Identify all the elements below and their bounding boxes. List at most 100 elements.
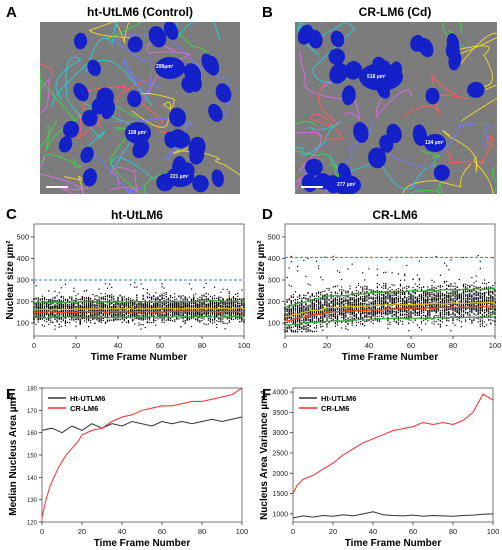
data-point: [48, 323, 50, 325]
data-point: [159, 295, 161, 297]
data-point: [157, 303, 159, 305]
cell-track: [40, 156, 95, 194]
data-point: [324, 315, 326, 317]
data-point: [203, 316, 205, 318]
data-point: [178, 311, 180, 313]
data-point: [188, 318, 190, 321]
data-point: [96, 300, 98, 302]
data-point: [174, 311, 176, 313]
data-point: [92, 302, 94, 304]
data-point: [182, 317, 184, 319]
data-point: [243, 321, 245, 324]
area-annotation-b1: 518 µm²: [367, 74, 386, 80]
data-point: [165, 296, 167, 298]
cell-track: [295, 131, 322, 172]
y-axis-label: Nuclear size µm²: [5, 240, 16, 320]
data-point: [182, 313, 184, 315]
data-point: [326, 300, 328, 302]
data-point: [148, 312, 151, 314]
cell-track: [109, 125, 173, 194]
data-point: [230, 312, 232, 314]
data-point: [155, 309, 157, 311]
data-point: [320, 325, 322, 328]
data-point: [33, 304, 35, 306]
data-point: [161, 314, 163, 316]
data-point: [100, 319, 102, 321]
data-point: [37, 297, 39, 299]
data-point: [104, 304, 106, 307]
data-point: [75, 318, 77, 320]
cell-track: [297, 22, 356, 56]
data-point: [142, 305, 144, 307]
data-point: [138, 310, 140, 312]
data-point: [69, 322, 71, 324]
data-point: [109, 314, 111, 316]
data-point: [113, 305, 115, 307]
data-point: [48, 299, 50, 301]
data-point: [332, 305, 334, 307]
data-point: [290, 329, 292, 331]
area-annotation-a3: 221 µm²: [170, 174, 189, 180]
data-point: [216, 301, 218, 303]
data-point: [222, 318, 224, 320]
data-point: [125, 298, 127, 300]
data-point: [193, 305, 195, 307]
data-point: [307, 257, 309, 260]
data-point: [142, 310, 144, 312]
data-point: [190, 313, 193, 315]
data-point: [207, 304, 209, 306]
data-point: [322, 294, 324, 296]
data-point: [159, 294, 161, 296]
data-point: [288, 310, 290, 312]
data-point: [311, 300, 313, 302]
data-point: [48, 290, 50, 292]
data-point: [153, 295, 155, 297]
data-point: [315, 260, 318, 262]
data-point: [190, 317, 193, 319]
data-point: [336, 285, 339, 287]
data-point: [303, 309, 305, 311]
nucleus: [58, 136, 73, 153]
nucleus: [81, 109, 98, 127]
data-point: [67, 312, 69, 314]
data-point: [77, 314, 79, 316]
data-point: [299, 324, 301, 326]
data-point: [334, 292, 336, 294]
data-point: [46, 305, 48, 308]
data-point: [309, 312, 311, 314]
data-point: [172, 306, 174, 308]
data-point: [85, 304, 88, 306]
data-point: [241, 320, 243, 322]
data-point: [33, 314, 35, 316]
nucleus: [125, 122, 151, 144]
data-point: [180, 307, 182, 309]
data-point: [102, 305, 104, 308]
data-point: [96, 305, 98, 307]
data-point: [203, 305, 205, 308]
cell-track: [109, 166, 138, 194]
data-point: [79, 322, 81, 324]
data-point: [176, 318, 178, 320]
data-point: [121, 297, 123, 299]
data-point: [119, 294, 121, 296]
data-point: [241, 302, 243, 305]
nucleus: [425, 87, 440, 105]
data-point: [163, 309, 165, 311]
data-point: [328, 321, 330, 324]
data-point: [290, 316, 292, 318]
data-point: [60, 305, 62, 307]
data-point: [228, 292, 230, 295]
data-point: [292, 319, 294, 322]
data-point: [172, 305, 174, 307]
data-point: [119, 295, 121, 297]
nucleus: [330, 30, 345, 48]
data-point: [294, 331, 297, 333]
data-point: [222, 321, 224, 323]
data-point: [67, 307, 69, 309]
data-point: [125, 299, 127, 301]
data-point: [153, 319, 155, 322]
data-point: [96, 319, 98, 321]
data-point: [318, 299, 320, 301]
data-point: [303, 326, 305, 328]
data-point: [286, 321, 288, 324]
